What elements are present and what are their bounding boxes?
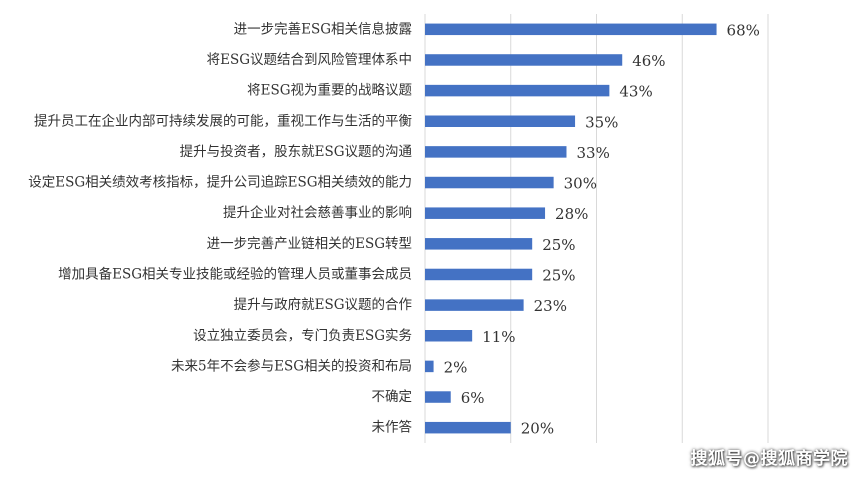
value-label: 2% [444, 358, 468, 376]
bar [425, 84, 610, 97]
category-label: 提升与投资者，股东就ESG议题的沟通 [180, 144, 413, 160]
value-label: 11% [482, 328, 515, 346]
value-label: 68% [727, 21, 760, 39]
value-label: 23% [534, 297, 567, 315]
category-label: 提升与政府就ESG议题的合作 [234, 297, 412, 313]
category-label: 设定ESG相关绩效考核指标，提升公司追踪ESG相关绩效的能力 [28, 175, 412, 191]
category-label: 未来5年不会参与ESG相关的投资和布局 [171, 357, 412, 374]
value-label: 33% [576, 144, 609, 162]
bar [425, 238, 533, 250]
value-label: 43% [619, 83, 652, 101]
bar [425, 268, 533, 281]
bar [425, 391, 451, 403]
category-label: 进一步完善产业链相关的ESG转型 [207, 236, 412, 252]
category-label: 增加具备ESG相关专业技能或经验的管理人员或董事会成员 [58, 265, 412, 282]
value-label: 20% [521, 420, 554, 438]
value-label: 35% [585, 113, 618, 131]
value-label: 30% [564, 175, 597, 193]
category-label: 不确定 [372, 389, 413, 405]
bar [425, 299, 524, 311]
value-label: 6% [461, 389, 485, 407]
value-label: 28% [555, 205, 588, 223]
bar [425, 115, 576, 127]
category-label: 设立独立委员会，专门负责ESG实务 [193, 328, 412, 344]
category-label: 提升员工在企业内部可持续发展的可能，重视工作与生活的平衡 [34, 112, 412, 129]
value-label: 25% [542, 266, 575, 284]
category-label: 将ESG议题结合到风险管理体系中 [207, 52, 412, 68]
bar [425, 421, 511, 434]
category-label: 提升企业对社会慈善事业的影响 [223, 204, 412, 221]
bar [425, 330, 473, 342]
bar [425, 54, 623, 66]
bar [425, 176, 554, 189]
value-label: 46% [632, 52, 665, 70]
category-label: 将ESG视为重要的战略议题 [247, 83, 412, 99]
bar [425, 207, 546, 219]
bar [425, 146, 567, 158]
category-label: 未作答 [372, 419, 413, 436]
watermark: 搜狐号@搜狐商学院 [690, 449, 848, 469]
bar [425, 360, 434, 373]
category-label: 进一步完善ESG相关信息披露 [234, 20, 413, 37]
value-label: 25% [542, 236, 575, 254]
bar [425, 23, 717, 36]
